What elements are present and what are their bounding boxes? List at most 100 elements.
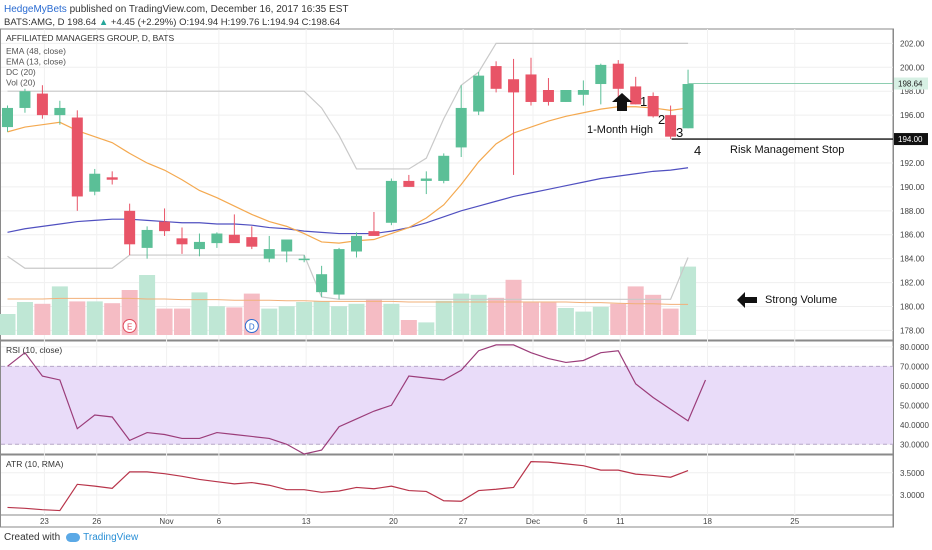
left-arrow-icon [737, 292, 757, 308]
volume-bar [86, 301, 103, 335]
candle-body [420, 178, 432, 181]
volume-bar [348, 303, 365, 335]
volume-bar [627, 286, 644, 335]
volume-bar [488, 297, 505, 335]
volume-bar [261, 308, 278, 335]
low-label: L: [262, 17, 270, 28]
candle-body [508, 79, 520, 93]
last-price-tag [894, 77, 928, 90]
candle-body [89, 173, 101, 192]
candle-body [403, 180, 415, 187]
volume-bar [174, 308, 190, 335]
volume-bar [69, 301, 86, 335]
publish-header: HedgeMyBets published on TradingView.com… [4, 4, 348, 15]
up-arrow-icon [612, 93, 632, 111]
candle-body [36, 93, 48, 116]
volume-bar [470, 294, 487, 335]
candle-body [630, 86, 642, 105]
volume-bar [156, 308, 173, 335]
candle-body [385, 180, 397, 223]
time-axis-border [0, 514, 894, 528]
price-tick-label: 178.00 [900, 326, 925, 335]
candle-body [438, 155, 450, 181]
atr-tick-label: 3.0000 [900, 491, 925, 500]
candle-body [2, 107, 13, 128]
volume-bar [16, 302, 33, 335]
volume-bar [540, 302, 557, 335]
indicator-legend-item: DC (20) [6, 67, 36, 77]
candle-body [159, 221, 171, 232]
price-tick-label: 188.00 [900, 207, 925, 216]
donchian-upper-line [7, 42, 689, 170]
volume-ma-line [7, 297, 689, 305]
high-value: 199.76 [230, 17, 260, 28]
price-tick-label: 182.00 [900, 279, 925, 288]
candle-body [263, 249, 275, 259]
time-tick-label: 27 [459, 517, 468, 526]
quote-line: BATS:AMG, D 198.64 ▲ +4.45 (+2.29%) O:19… [4, 17, 340, 28]
atr-line [7, 461, 689, 512]
volume-bar [575, 311, 592, 335]
candle-body [368, 231, 380, 236]
volume-bar [645, 294, 662, 335]
time-tick-label: 25 [790, 517, 799, 526]
donchian-series [7, 42, 689, 300]
volume-bar [0, 314, 16, 335]
publisher-name[interactable]: HedgeMyBets [4, 4, 67, 15]
point-label-2: 2 [658, 112, 665, 127]
dividend-marker-circle [244, 319, 259, 333]
point-label-3: 3 [676, 125, 683, 140]
rsi-tick-label: 70.0000 [900, 362, 929, 371]
atr-tick-label: 3.5000 [900, 469, 925, 478]
point-label-4: 4 [694, 143, 701, 158]
price-tick-label: 196.00 [900, 111, 925, 120]
footer: Created with TradingView [4, 532, 138, 543]
atr-title: ATR (10, RMA) [6, 459, 64, 469]
candle-body [560, 90, 572, 102]
ema13-line [7, 106, 689, 244]
rsi-band [1, 366, 893, 445]
price-tick-label: 202.00 [900, 39, 925, 48]
price-legend: AFFILIATED MANAGERS GROUP, D, BATS EMA (4… [6, 33, 174, 88]
volume-bar [680, 266, 697, 335]
rsi-pane: RSI (10, close) [1, 344, 893, 455]
candle-body [490, 66, 502, 89]
atr-pane: ATR (10, RMA) [6, 459, 689, 512]
volume-bar [226, 307, 243, 335]
volume-bar [610, 303, 627, 335]
candle-body [281, 239, 293, 252]
volume-annotation: Strong Volume [765, 294, 837, 306]
rsi-line [7, 344, 707, 455]
time-tick-label: 11 [616, 517, 625, 526]
candle-body [211, 233, 223, 244]
indicator-legend-item: EMA (48, close) [6, 46, 66, 56]
candle-body [71, 117, 83, 197]
price-tick-label: 180.00 [900, 303, 925, 312]
candle-body [124, 210, 136, 245]
dividend-marker: D [244, 319, 259, 333]
tradingview-brand[interactable]: TradingView [83, 532, 139, 543]
volume-bar [453, 293, 470, 335]
volume-bar [104, 303, 121, 335]
dividend-marker-text: D [249, 323, 255, 332]
time-tick-label: Nov [159, 517, 173, 526]
stop-price-label: 194.00 [898, 135, 923, 144]
time-tick-label: 26 [92, 517, 101, 526]
candle-body [542, 90, 554, 102]
volume-bar [557, 308, 574, 335]
close-label: C: [301, 17, 312, 28]
candle-body [176, 238, 188, 245]
volume-bar [191, 292, 208, 335]
candle-body [665, 115, 677, 137]
candle-body [193, 241, 205, 250]
volume-bar [592, 306, 609, 335]
candle-body [246, 237, 258, 247]
change-value: +4.45 (+2.29%) [110, 17, 177, 28]
candle-body [316, 274, 328, 293]
price-tick-label: 198.00 [900, 87, 925, 96]
created-with-label: Created with [4, 532, 61, 543]
atr-axis: 3.0000 3.5000 [1, 469, 925, 500]
volume-bar [139, 275, 156, 335]
